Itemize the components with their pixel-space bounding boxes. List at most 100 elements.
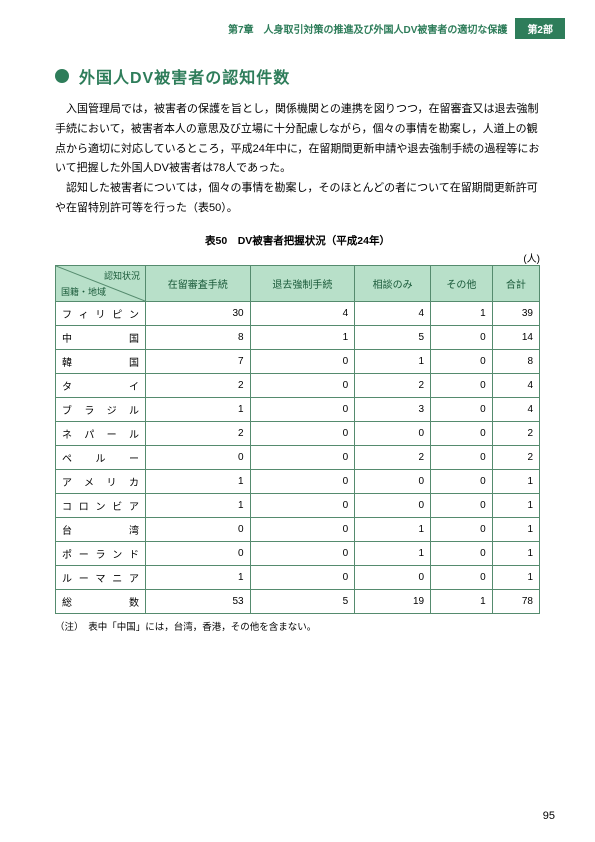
paragraph: 認知した被害者については，個々の事情を勘案し，そのほとんどの者について在留期間更…	[55, 179, 540, 219]
cell: 0	[250, 493, 355, 517]
cell: 1	[355, 541, 431, 565]
cell: 1	[355, 349, 431, 373]
cell: 8	[146, 325, 251, 349]
cell: 0	[250, 397, 355, 421]
table-row: タイ20204	[56, 373, 540, 397]
table-body: フィリピン3044139中国815014韓国70108タイ20204ブラジル10…	[56, 301, 540, 613]
page-number: 95	[543, 810, 555, 822]
row-label: ペルー	[56, 445, 146, 469]
cell: 0	[146, 541, 251, 565]
header-corner: 認知状況 国籍・地域	[56, 265, 146, 301]
table-row: 韓国70108	[56, 349, 540, 373]
cell: 0	[431, 445, 493, 469]
cell: 7	[146, 349, 251, 373]
cell: 4	[492, 373, 539, 397]
cell: 0	[431, 349, 493, 373]
cell: 0	[250, 541, 355, 565]
cell: 2	[492, 445, 539, 469]
table-row: フィリピン3044139	[56, 301, 540, 325]
page-header: 第7章 人身取引対策の推進及び外国人DV被害者の適切な保護 第2部	[0, 0, 595, 39]
cell: 5	[355, 325, 431, 349]
table-row: ネパール20002	[56, 421, 540, 445]
cell: 4	[355, 301, 431, 325]
cell: 0	[355, 565, 431, 589]
row-label: 韓国	[56, 349, 146, 373]
paragraph: 入国管理局では，被害者の保護を旨とし，関係機関との連携を図りつつ，在留審査又は退…	[55, 100, 540, 179]
row-label: ルーマニア	[56, 565, 146, 589]
table-row: 中国815014	[56, 325, 540, 349]
cell: 0	[250, 421, 355, 445]
cell: 0	[355, 469, 431, 493]
cell: 0	[250, 469, 355, 493]
row-label: アメリカ	[56, 469, 146, 493]
cell: 39	[492, 301, 539, 325]
cell: 53	[146, 589, 251, 613]
table-caption: 表50 DV被害者把握状況（平成24年）	[0, 233, 595, 248]
part-badge: 第2部	[515, 18, 565, 39]
cell: 1	[146, 493, 251, 517]
table-row: コロンビア10001	[56, 493, 540, 517]
cell: 0	[431, 373, 493, 397]
cell: 14	[492, 325, 539, 349]
cell: 0	[431, 397, 493, 421]
cell: 0	[250, 517, 355, 541]
cell: 0	[431, 325, 493, 349]
cell: 8	[492, 349, 539, 373]
bullet-icon	[55, 69, 69, 83]
table-header-row: 認知状況 国籍・地域 在留審査手続 退去強制手続 相談のみ その他 合計	[56, 265, 540, 301]
col-header: 在留審査手続	[146, 265, 251, 301]
cell: 1	[146, 469, 251, 493]
table-row: 台湾00101	[56, 517, 540, 541]
cell: 2	[146, 421, 251, 445]
cell: 1	[492, 517, 539, 541]
cell: 0	[431, 493, 493, 517]
cell: 0	[250, 565, 355, 589]
table-row: ブラジル10304	[56, 397, 540, 421]
table-row: ポーランド00101	[56, 541, 540, 565]
col-header: 合計	[492, 265, 539, 301]
cell: 1	[431, 589, 493, 613]
cell: 4	[250, 301, 355, 325]
table-note: （注） 表中「中国」には，台湾，香港，その他を含まない。	[55, 619, 540, 633]
cell: 0	[146, 445, 251, 469]
cell: 2	[355, 373, 431, 397]
cell: 1	[355, 517, 431, 541]
row-label: ネパール	[56, 421, 146, 445]
cell: 2	[355, 445, 431, 469]
cell: 3	[355, 397, 431, 421]
col-header: その他	[431, 265, 493, 301]
cell: 0	[431, 565, 493, 589]
cell: 0	[146, 517, 251, 541]
cell: 1	[492, 541, 539, 565]
row-label: 台湾	[56, 517, 146, 541]
cell: 0	[250, 445, 355, 469]
cell: 1	[250, 325, 355, 349]
cell: 0	[431, 469, 493, 493]
cell: 1	[146, 397, 251, 421]
cell: 19	[355, 589, 431, 613]
section-title: 外国人DV被害者の認知件数	[55, 64, 595, 88]
cell: 0	[431, 517, 493, 541]
cell: 2	[146, 373, 251, 397]
cell: 1	[146, 565, 251, 589]
cell: 0	[431, 421, 493, 445]
cell: 0	[355, 493, 431, 517]
col-header: 相談のみ	[355, 265, 431, 301]
unit-label: (人)	[55, 250, 540, 265]
chapter-label: 第7章 人身取引対策の推進及び外国人DV被害者の適切な保護	[228, 21, 507, 36]
table-row: ルーマニア10001	[56, 565, 540, 589]
cell: 1	[492, 565, 539, 589]
body-text: 入国管理局では，被害者の保護を旨とし，関係機関との連携を図りつつ，在留審査又は退…	[55, 100, 540, 219]
row-label: 中国	[56, 325, 146, 349]
cell: 0	[250, 373, 355, 397]
row-label: フィリピン	[56, 301, 146, 325]
title-text: 外国人DV被害者の認知件数	[79, 64, 290, 88]
row-label: ブラジル	[56, 397, 146, 421]
cell: 78	[492, 589, 539, 613]
cell: 1	[492, 493, 539, 517]
cell: 0	[250, 349, 355, 373]
row-label: 総数	[56, 589, 146, 613]
table-row: 総数53519178	[56, 589, 540, 613]
col-header: 退去強制手続	[250, 265, 355, 301]
cell: 4	[492, 397, 539, 421]
